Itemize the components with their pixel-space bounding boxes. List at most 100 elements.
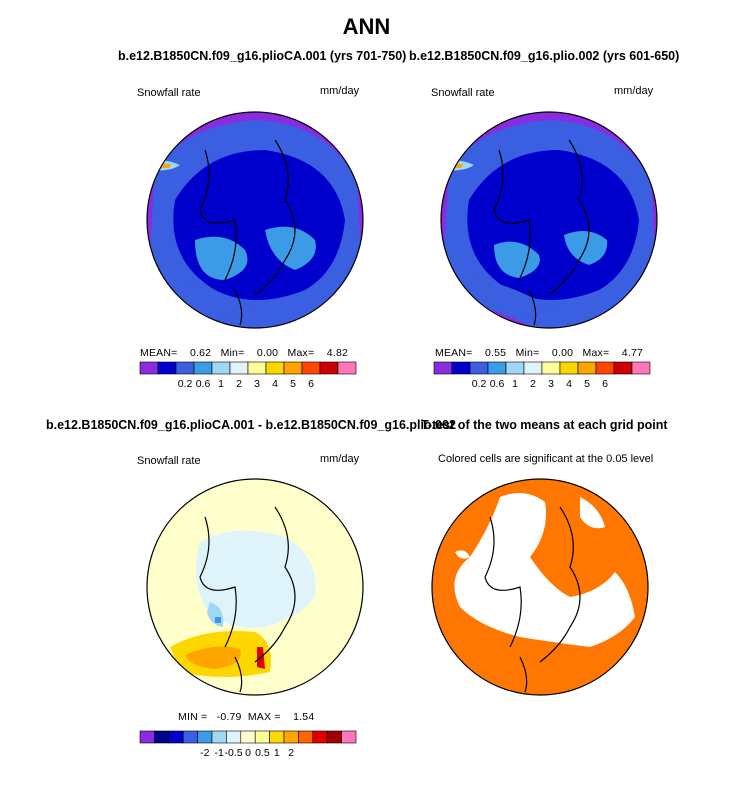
panel1-stats: MEAN= 0.62 Min= 0.00 Max= 4.82	[140, 347, 348, 359]
panel2-colorbar: 0.2 0.6 1 2 3 4 5 6	[433, 361, 651, 390]
colorbar-swatch	[182, 730, 198, 744]
panel1-title: b.e12.B1850CN.f09_g16.plioCA.001 (yrs 70…	[118, 49, 407, 63]
panel1-sky-patch-2	[265, 226, 316, 270]
colorbar-swatch	[595, 361, 615, 375]
colorbar-tick-label: 3	[548, 378, 554, 390]
panel2-navy-core	[467, 150, 639, 300]
panel2-mean-value: 0.55	[484, 347, 507, 359]
panel4-coastline	[484, 506, 581, 693]
panel1-orange-spot	[157, 164, 171, 168]
panel3-max-label: MAX =	[247, 711, 281, 723]
colorbar-swatch	[247, 361, 267, 375]
colorbar-tick-label: 0.2	[472, 378, 487, 390]
panel3-orange-region	[185, 646, 241, 669]
colorbar-swatch	[337, 361, 357, 375]
colorbar-swatch	[197, 730, 213, 744]
colorbar-swatch	[157, 361, 177, 375]
panel3-units-label: mm/day	[320, 453, 360, 465]
colorbar-swatch	[505, 361, 525, 375]
colorbar-swatch	[283, 730, 299, 744]
panel1-mean-label: MEAN=	[140, 347, 178, 359]
colorbar-swatch	[301, 361, 321, 375]
panel3-max-value: 1.54	[293, 711, 315, 723]
colorbar-swatch	[229, 361, 249, 375]
colorbar-tick-label: 5	[290, 378, 296, 390]
colorbar-tick-label: 6	[308, 378, 314, 390]
panel1-max-label: Max=	[287, 347, 315, 359]
colorbar-swatch	[469, 361, 489, 375]
panel2-map	[440, 111, 658, 329]
panel3-stats: MIN = -0.79 MAX = 1.54	[178, 711, 314, 723]
colorbar-swatch	[240, 730, 256, 744]
panel3-blue-spot	[215, 617, 221, 623]
panel2-title: b.e12.B1850CN.f09_g16.plio.002 (yrs 601-…	[409, 49, 680, 63]
colorbar-swatch	[326, 730, 342, 744]
colorbar-tick-label: -1	[215, 747, 224, 759]
colorbar-swatch	[541, 361, 561, 375]
colorbar-tick-label: 0.6	[196, 378, 211, 390]
panel2-stats: MEAN= 0.55 Min= 0.00 Max= 4.77	[435, 347, 643, 359]
colorbar-swatch	[631, 361, 651, 375]
panel4-white-region-1	[454, 493, 635, 647]
panel1-coastline	[199, 139, 296, 326]
colorbar-tick-label: 2	[236, 378, 242, 390]
panel2-coastline	[493, 139, 590, 326]
colorbar-tick-label: 6	[602, 378, 608, 390]
panel2-min-label: Min=	[515, 347, 540, 359]
colorbar-tick-label: -0.5	[225, 747, 243, 759]
colorbar-swatch	[312, 730, 328, 744]
colorbar-tick-label: 0.2	[178, 378, 193, 390]
colorbar-swatch	[175, 361, 195, 375]
colorbar-swatch	[433, 361, 453, 375]
colorbar-tick-label: -2	[200, 747, 209, 759]
colorbar-swatch	[298, 730, 314, 744]
colorbar-swatch	[341, 730, 357, 744]
colorbar-tick-label: 0.6	[490, 378, 505, 390]
colorbar-tick-label: 1	[274, 747, 280, 759]
colorbar-tick-label: 4	[272, 378, 278, 390]
colorbar-tick-label: 4	[566, 378, 572, 390]
panel3-title: b.e12.B1850CN.f09_g16.plioCA.001 - b.e12…	[46, 418, 456, 432]
colorbar-swatch	[139, 361, 159, 375]
panel1-min-value: 0.00	[256, 347, 279, 359]
colorbar-swatch	[139, 730, 155, 744]
colorbar-swatch	[193, 361, 213, 375]
panel3-coastline	[199, 506, 296, 693]
panel1-variable-label: Snowfall rate	[137, 87, 201, 99]
panel2-max-label: Max=	[582, 347, 610, 359]
colorbar-tick-label: 2	[530, 378, 536, 390]
colorbar-swatch	[254, 730, 270, 744]
panel1-map	[146, 111, 364, 329]
panel2-orange-spot	[451, 164, 463, 168]
colorbar-tick-label: 0.5	[255, 747, 270, 759]
colorbar-swatch	[154, 730, 170, 744]
panel4-title: T-test of the two means at each grid poi…	[421, 418, 668, 432]
colorbar-swatch	[269, 730, 285, 744]
panel1-colorbar: 0.2 0.6 1 2 3 4 5 6	[139, 361, 357, 390]
colorbar-swatch	[577, 361, 597, 375]
panel2-max-value: 4.77	[621, 347, 644, 359]
colorbar-swatch	[168, 730, 184, 744]
panel4-note: Colored cells are significant at the 0.0…	[438, 453, 654, 465]
panel3-variable-label: Snowfall rate	[137, 455, 201, 467]
panel3-colorbar: -2 -1 -0.5 0 0.5 1 2	[139, 730, 357, 759]
panel3-map	[146, 478, 364, 696]
colorbar-tick-label: 1	[512, 378, 518, 390]
colorbar-swatch	[487, 361, 507, 375]
colorbar-swatch	[211, 730, 227, 744]
panel3-min-label: MIN =	[178, 711, 208, 723]
colorbar-swatch	[226, 730, 242, 744]
colorbar-swatch	[283, 361, 303, 375]
panel1-min-label: Min=	[220, 347, 245, 359]
panel4-map	[431, 478, 649, 696]
panel1-max-value: 4.82	[326, 347, 349, 359]
panel1-navy-core	[173, 150, 345, 300]
colorbar-swatch	[451, 361, 471, 375]
panel2-mean-label: MEAN=	[435, 347, 473, 359]
colorbar-swatch	[319, 361, 339, 375]
panel1-units-label: mm/day	[320, 85, 360, 97]
colorbar-swatch	[211, 361, 231, 375]
panel4-white-region-2	[580, 497, 605, 529]
colorbar-tick-label: 2	[288, 747, 294, 759]
colorbar-tick-label: 1	[218, 378, 224, 390]
